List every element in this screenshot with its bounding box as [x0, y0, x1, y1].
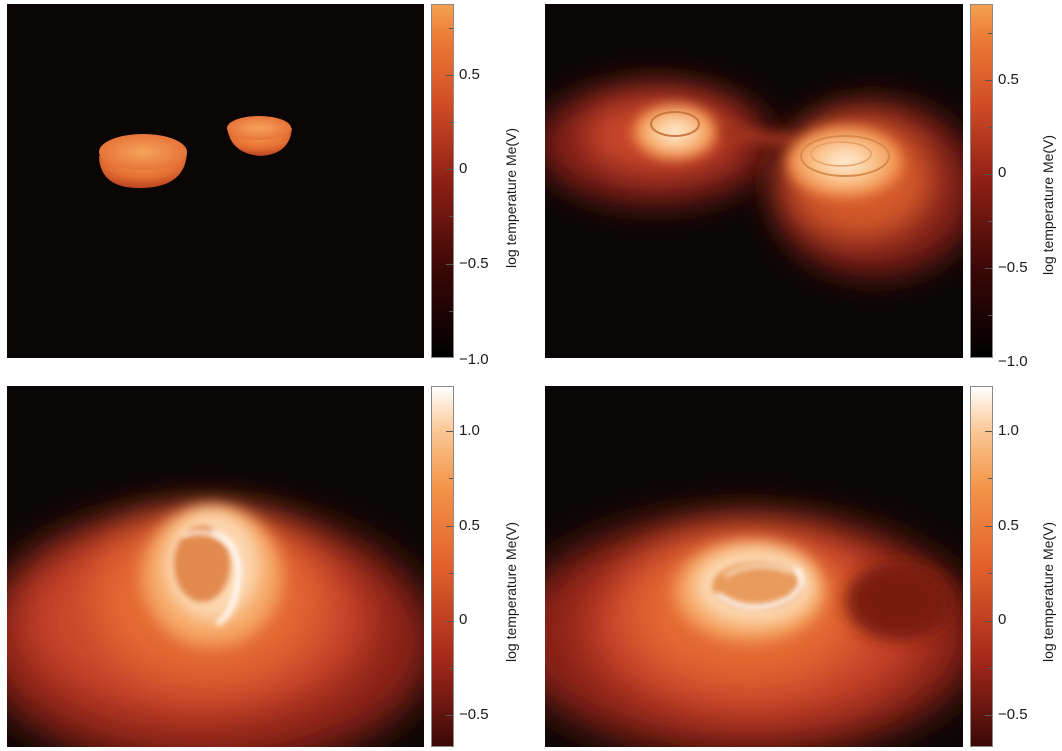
colorbar-title-bottom-left: log temperature Me(V) [503, 521, 519, 662]
tick-label-top-right-1: 0 [998, 164, 1007, 181]
tick-label-bottom-right-0: 1.0 [998, 422, 1019, 439]
colorbar-top-left [431, 4, 454, 358]
tick-label-bottom-left-2: 0 [459, 611, 468, 628]
tick-label-bottom-right-3: −0.5 [998, 706, 1028, 723]
tick-label-top-left-2: −0.5 [459, 255, 489, 272]
plasma-render-bottom-right [545, 516, 963, 747]
tick-label-top-left-0: 0.5 [459, 66, 480, 83]
tick-label-bottom-left-0: 1.0 [459, 422, 480, 439]
tick-label-top-right-0: 0.5 [998, 71, 1019, 88]
tick-label-top-right-2: −0.5 [998, 259, 1028, 276]
plasma-render-top-left [99, 116, 292, 189]
tick-label-top-left-1: 0 [459, 160, 468, 177]
tick-label-top-left-3: −1.0 [459, 351, 489, 368]
simulation-panel-top-left [7, 4, 424, 358]
plasma-render-top-right [545, 82, 963, 277]
colorbar-title-bottom-right: log temperature Me(V) [1040, 521, 1056, 662]
core-turbulent [174, 526, 230, 602]
tick-label-bottom-right-1: 0.5 [998, 517, 1019, 534]
tick-label-bottom-left-1: 0.5 [459, 517, 480, 534]
simulation-panel-bottom-left [7, 386, 424, 747]
colorbar-top-right [970, 4, 993, 358]
tick-label-top-right-3: −1.0 [998, 353, 1028, 370]
tick-label-bottom-right-2: 0 [998, 611, 1007, 628]
simulation-panel-top-right [545, 4, 963, 358]
plasma-render-bottom-left [7, 506, 424, 747]
tick-label-bottom-left-3: −0.5 [459, 706, 489, 723]
colorbar-bottom-right [970, 386, 993, 747]
core-right [787, 126, 903, 198]
droplet-left-rim [99, 134, 187, 170]
colorbar-title-top-right: log temperature Me(V) [1040, 134, 1056, 275]
simulation-panel-bottom-right [545, 386, 963, 747]
colorbar-title-top-left: log temperature Me(V) [503, 127, 519, 268]
droplet-right-rim [227, 116, 291, 140]
colorbar-bottom-left [431, 386, 454, 747]
core-spiral [712, 562, 802, 610]
